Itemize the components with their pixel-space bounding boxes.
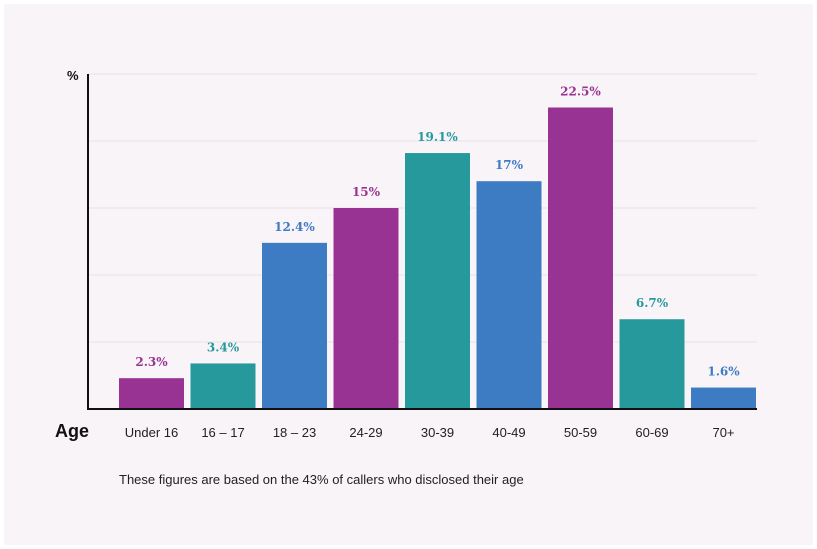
bar-value-label: 17% [495,158,524,172]
x-tick-label: 70+ [712,425,734,440]
bar [620,319,685,409]
x-tick-label: 24-29 [349,425,382,440]
bar [262,243,327,409]
bar [548,108,613,410]
x-tick-labels: Under 16 16 – 17 18 – 23 24-29 30-39 40-49 50-… [125,425,735,440]
footnote: These figures are based on the 43% of ca… [119,472,524,487]
y-axis-label: % [67,68,79,83]
x-tick-label: 50-59 [564,425,597,440]
x-tick-label: 60-69 [635,425,668,440]
bar-value-label: 12.4% [274,220,315,234]
bar [191,363,256,409]
bar [691,388,756,409]
bars [119,108,756,410]
x-tick-label: 40-49 [492,425,525,440]
bar-value-label: 2.3% [135,355,168,369]
bar-value-label: 3.4% [207,340,240,354]
bar-value-label: 15% [352,185,381,199]
x-tick-label: 30-39 [421,425,454,440]
bar [477,181,542,409]
bar [334,208,399,409]
bar-value-label: 22.5% [560,85,601,99]
x-tick-label: 16 – 17 [201,425,244,440]
bar [119,378,184,409]
x-tick-label: Under 16 [125,425,178,440]
x-tick-label: 18 – 23 [273,425,316,440]
bar [405,153,470,409]
x-axis-label: Age [55,421,89,441]
bar-value-label: 1.6% [707,365,740,379]
bar-value-label: 19.1% [417,130,458,144]
bar-value-label: 6.7% [636,296,669,310]
